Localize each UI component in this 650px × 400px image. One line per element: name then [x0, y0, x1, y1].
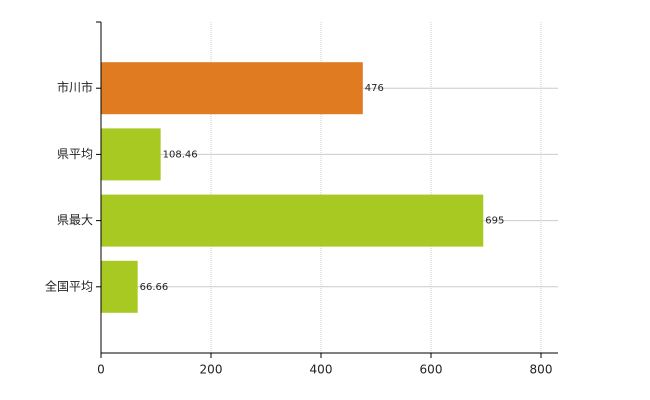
- bar: [101, 194, 484, 247]
- y-tick-label: 県平均: [57, 147, 93, 161]
- y-tick-label: 全国平均: [45, 278, 93, 293]
- value-label: 108.46: [163, 149, 198, 160]
- x-tick-label: 0: [97, 363, 105, 377]
- x-tick-label: 200: [200, 363, 223, 377]
- y-tick-label: 市川市: [57, 80, 93, 95]
- x-tick-label: 800: [530, 363, 553, 377]
- value-label: 66.66: [140, 282, 169, 293]
- bar: [101, 62, 363, 115]
- bar: [101, 260, 138, 313]
- bar: [101, 128, 161, 181]
- value-label: 695: [485, 216, 504, 227]
- x-tick-label: 600: [420, 363, 443, 377]
- x-tick-label: 400: [310, 363, 333, 377]
- y-tick-label: 県最大: [57, 213, 93, 227]
- value-label: 476: [365, 83, 384, 94]
